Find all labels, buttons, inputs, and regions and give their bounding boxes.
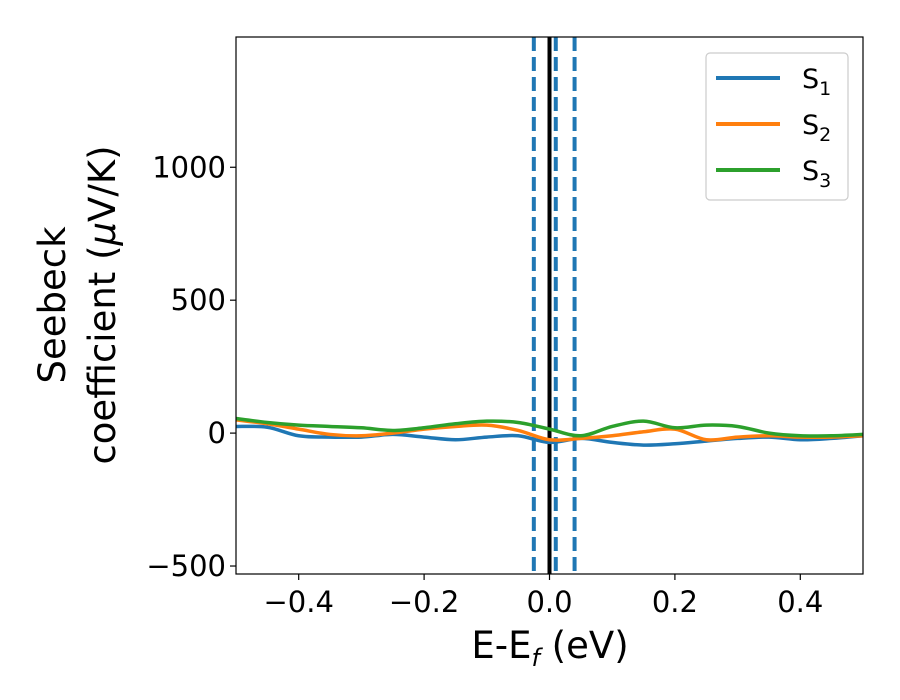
- reference-lines: [531, 37, 577, 574]
- legend: S1 S2 S3: [705, 52, 849, 201]
- x-tick-label: 0.4: [777, 585, 823, 619]
- y-axis-title-line1: Seebeck: [31, 226, 74, 384]
- x-tick-label: 0.0: [526, 585, 572, 619]
- legend-label-s3: S3: [802, 156, 831, 192]
- plot-area: [236, 37, 863, 574]
- x-axis-title: E-Ef (eV): [471, 624, 628, 672]
- series-lines: [236, 416, 863, 447]
- legend-label-s2: S2: [802, 110, 831, 146]
- series-line-s3: [236, 416, 863, 438]
- x-axis-ticks: −0.4 −0.2 0.0 0.2 0.4: [263, 574, 823, 619]
- y-tick-label: 500: [171, 283, 226, 317]
- y-axis-title: Seebeck coefficient (μV/K): [31, 145, 124, 464]
- legend-label-s1: S1: [802, 64, 831, 100]
- x-tick-label: −0.4: [263, 585, 333, 619]
- series-line-s2: [236, 418, 863, 442]
- y-tick-label: 1000: [152, 150, 226, 184]
- x-tick-label: −0.2: [389, 585, 459, 619]
- x-tick-label: 0.2: [652, 585, 698, 619]
- y-axis-ticks: −500 0 500 1000: [146, 150, 236, 583]
- y-tick-label: −500: [146, 549, 226, 583]
- legend-box: [705, 52, 849, 201]
- y-axis-title-line2: coefficient (μV/K): [81, 145, 124, 464]
- y-tick-label: 0: [208, 416, 226, 450]
